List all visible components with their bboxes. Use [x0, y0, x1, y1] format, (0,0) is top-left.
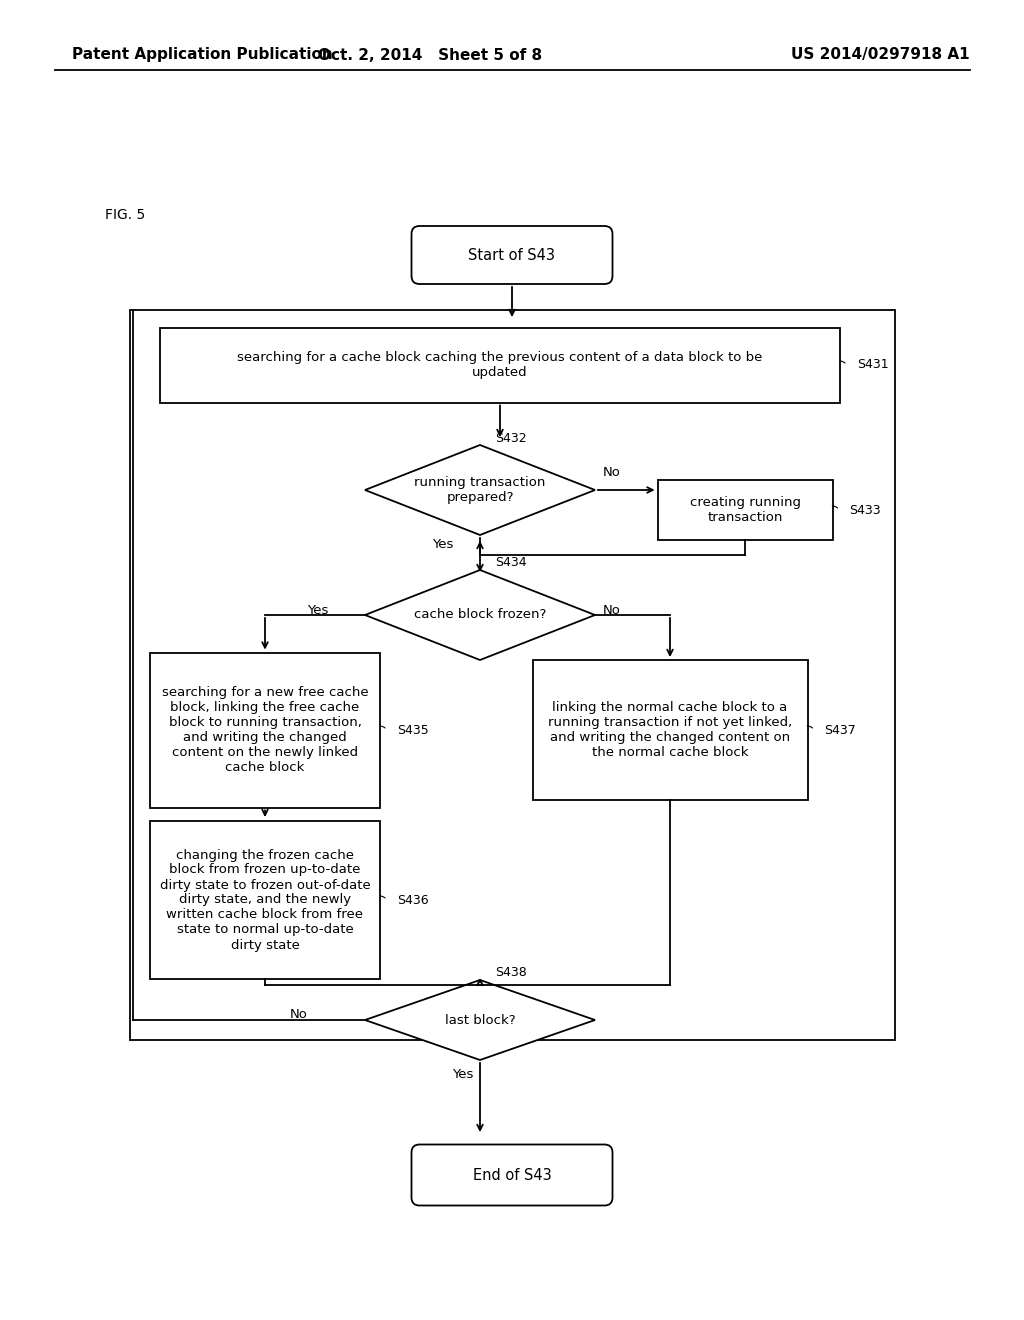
Text: last block?: last block?	[444, 1014, 515, 1027]
Bar	[130, 310, 895, 1040]
Text: Oct. 2, 2014   Sheet 5 of 8: Oct. 2, 2014 Sheet 5 of 8	[317, 48, 542, 62]
Text: No: No	[603, 466, 621, 479]
Text: running transaction
prepared?: running transaction prepared?	[415, 477, 546, 504]
Text: US 2014/0297918 A1: US 2014/0297918 A1	[791, 48, 970, 62]
Text: creating running
transaction: creating running transaction	[689, 496, 801, 524]
Text: changing the frozen cache
block from frozen up-to-date
dirty state to frozen out: changing the frozen cache block from fro…	[160, 849, 371, 952]
Bar	[150, 652, 380, 808]
Text: S433: S433	[850, 503, 881, 516]
Text: linking the normal cache block to a
running transaction if not yet linked,
and w: linking the normal cache block to a runn…	[548, 701, 793, 759]
Text: Yes: Yes	[432, 539, 454, 552]
FancyBboxPatch shape	[412, 226, 612, 284]
Text: S436: S436	[397, 894, 429, 907]
Text: S432: S432	[495, 432, 526, 445]
Text: No: No	[603, 603, 621, 616]
Polygon shape	[365, 979, 595, 1060]
Text: Start of S43: Start of S43	[469, 248, 555, 263]
Text: cache block frozen?: cache block frozen?	[414, 609, 546, 622]
Text: S437: S437	[824, 723, 856, 737]
Text: searching for a new free cache
block, linking the free cache
block to running tr: searching for a new free cache block, li…	[162, 686, 369, 774]
Bar	[532, 660, 808, 800]
FancyBboxPatch shape	[412, 1144, 612, 1205]
Text: Yes: Yes	[307, 603, 329, 616]
Text: S438: S438	[495, 965, 526, 978]
Bar	[160, 327, 840, 403]
Text: Yes: Yes	[452, 1068, 473, 1081]
Bar	[150, 821, 380, 979]
Polygon shape	[365, 570, 595, 660]
Polygon shape	[365, 445, 595, 535]
Text: S435: S435	[397, 723, 429, 737]
Text: End of S43: End of S43	[473, 1167, 551, 1183]
Bar	[657, 480, 833, 540]
Text: Patent Application Publication: Patent Application Publication	[72, 48, 333, 62]
Text: FIG. 5: FIG. 5	[105, 209, 145, 222]
Text: S434: S434	[495, 557, 526, 569]
Text: S431: S431	[857, 359, 889, 371]
Text: searching for a cache block caching the previous content of a data block to be
u: searching for a cache block caching the …	[238, 351, 763, 379]
Text: No: No	[290, 1008, 308, 1022]
